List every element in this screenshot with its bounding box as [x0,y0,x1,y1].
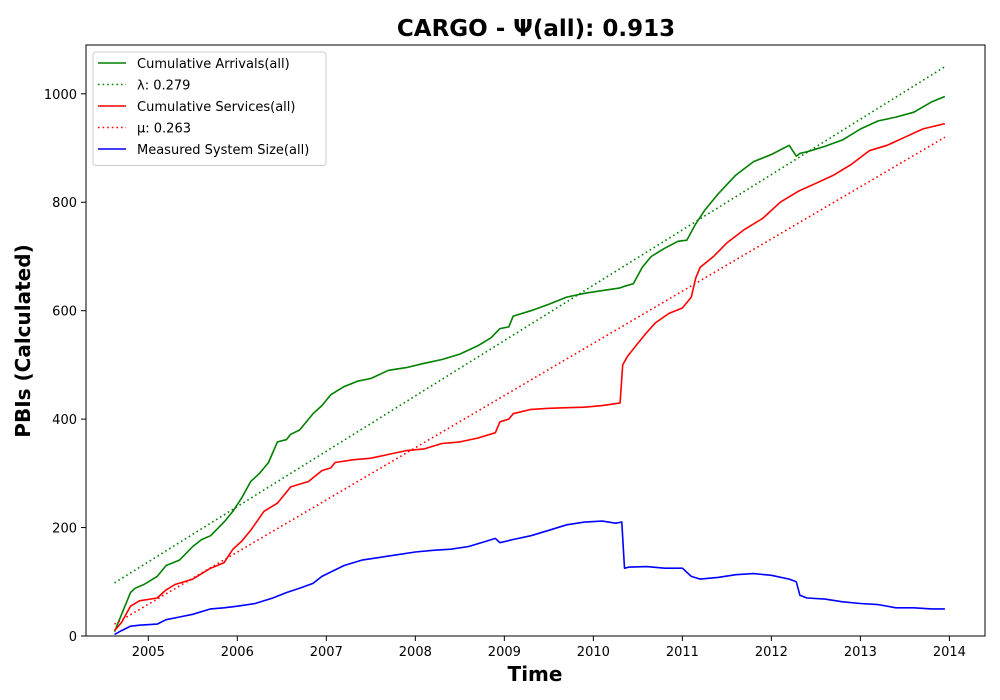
legend-label-3: μ: 0.263 [137,122,191,137]
y-tick-label: 800 [52,196,77,211]
x-tick-label: 2006 [221,645,254,660]
y-axis: 0 200 400 600 800 1000 [44,88,86,645]
plot-area [113,66,946,636]
x-tick-label: 2014 [933,645,966,660]
plot-frame [85,44,986,637]
x-axis-title: Time [508,662,563,686]
legend-box [92,51,327,166]
series-line-1 [114,66,946,584]
legend-label-0: Cumulative Arrivals(all) [137,57,290,72]
chart-title: CARGO - Ψ(all): 0.913 [397,16,675,42]
y-tick-label: 200 [52,522,77,537]
y-tick-label: 400 [52,413,77,428]
x-tick-label: 2013 [844,645,877,660]
x-tick-label: 2010 [577,645,610,660]
y-tick-label: 1000 [44,88,77,103]
x-tick-label: 2011 [666,645,699,660]
y-tick-label: 0 [69,630,77,645]
legend: Cumulative Arrivals(all) λ: 0.279 Cumulati… [92,51,327,166]
series-line-0 [113,95,946,633]
x-tick-label: 2012 [755,645,788,660]
series-line-3 [114,136,946,625]
y-tick-label: 600 [52,305,77,320]
series-line-2 [113,122,946,632]
x-tick-label: 2005 [132,645,165,660]
x-tick-label: 2009 [488,645,521,660]
legend-label-4: Measured System Size(all) [137,143,309,158]
series-line-4 [114,520,945,636]
x-axis: 2005 2006 2007 2008 2009 2010 2011 2012 2013 2014 [132,636,966,660]
legend-label-2: Cumulative Services(all) [137,100,295,115]
x-tick-label: 2008 [399,645,432,660]
legend-label-1: λ: 0.279 [137,79,190,94]
y-axis-title: PBIs (Calculated) [11,244,35,437]
x-tick-label: 2007 [310,645,343,660]
